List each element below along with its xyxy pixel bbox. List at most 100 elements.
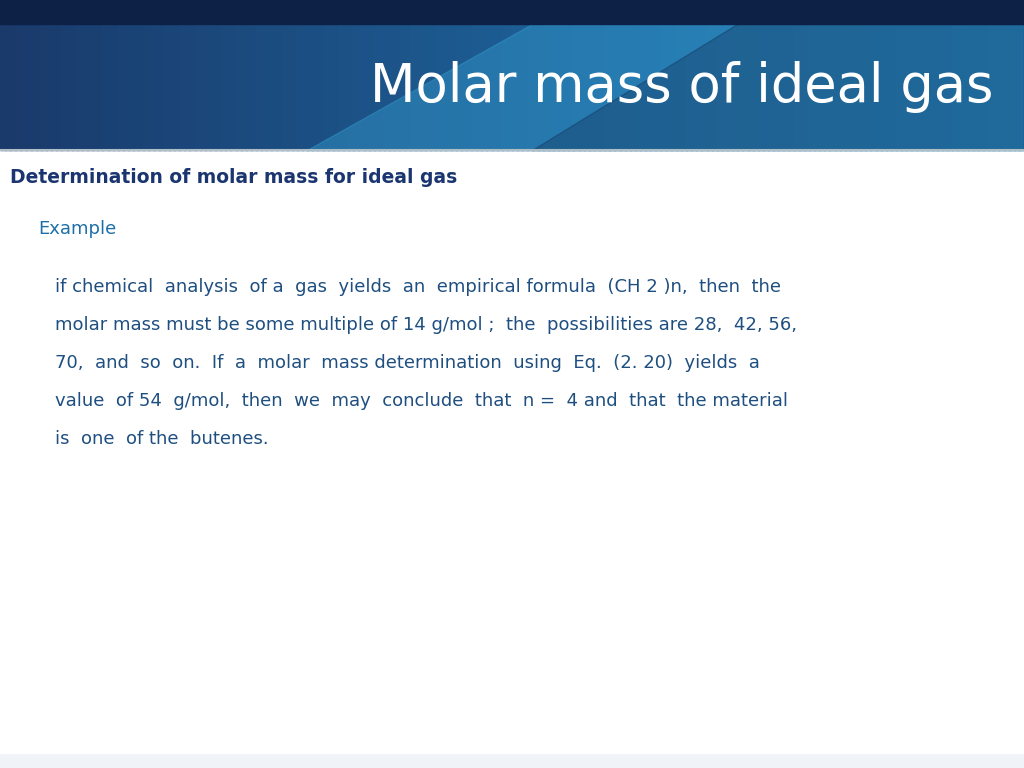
Bar: [389, 24, 395, 150]
Bar: [973, 24, 979, 150]
Bar: [297, 24, 303, 150]
Bar: [1019, 24, 1024, 150]
Bar: [957, 24, 964, 150]
Bar: [635, 24, 641, 150]
Bar: [404, 24, 411, 150]
Bar: [758, 24, 764, 150]
Bar: [548, 24, 554, 150]
Bar: [737, 24, 743, 150]
Bar: [215, 24, 221, 150]
Bar: [594, 24, 600, 150]
Bar: [353, 24, 359, 150]
Bar: [835, 24, 841, 150]
Bar: [681, 24, 687, 150]
Bar: [10, 24, 16, 150]
Bar: [338, 24, 344, 150]
Bar: [532, 24, 539, 150]
Bar: [701, 24, 708, 150]
Bar: [256, 24, 262, 150]
Bar: [97, 24, 103, 150]
Bar: [963, 24, 969, 150]
Bar: [82, 24, 88, 150]
Text: Molar mass of ideal gas: Molar mass of ideal gas: [370, 61, 993, 113]
Bar: [768, 24, 774, 150]
Bar: [901, 24, 907, 150]
Bar: [15, 24, 22, 150]
Polygon shape: [307, 24, 1024, 150]
Bar: [819, 24, 825, 150]
Bar: [230, 24, 237, 150]
Bar: [952, 24, 958, 150]
Bar: [184, 24, 190, 150]
Bar: [195, 24, 201, 150]
Bar: [133, 24, 139, 150]
Bar: [794, 24, 800, 150]
Bar: [660, 24, 667, 150]
Text: is  one  of the  butenes.: is one of the butenes.: [55, 430, 268, 448]
Bar: [384, 24, 390, 150]
Bar: [589, 24, 595, 150]
Bar: [707, 24, 713, 150]
Bar: [850, 24, 856, 150]
Bar: [430, 24, 436, 150]
Bar: [246, 24, 252, 150]
Bar: [307, 24, 313, 150]
Bar: [645, 24, 651, 150]
Bar: [881, 24, 887, 150]
Bar: [865, 24, 871, 150]
Bar: [911, 24, 918, 150]
Bar: [748, 24, 754, 150]
Bar: [169, 24, 175, 150]
Bar: [302, 24, 308, 150]
Text: 70,  and  so  on.  If  a  molar  mass determination  using  Eq.  (2. 20)  yields: 70, and so on. If a molar mass determina…: [55, 354, 760, 372]
Bar: [604, 24, 610, 150]
Bar: [154, 24, 160, 150]
Bar: [512, 24, 518, 150]
Bar: [568, 24, 574, 150]
Bar: [369, 24, 375, 150]
Bar: [845, 24, 851, 150]
Bar: [241, 24, 247, 150]
Bar: [640, 24, 646, 150]
Bar: [225, 24, 231, 150]
Bar: [343, 24, 349, 150]
Text: Determination of molar mass for ideal gas: Determination of molar mass for ideal ga…: [10, 168, 458, 187]
Bar: [978, 24, 984, 150]
Bar: [210, 24, 216, 150]
Bar: [5, 24, 11, 150]
Bar: [0, 150, 1024, 753]
Bar: [983, 24, 989, 150]
Bar: [456, 24, 462, 150]
Bar: [527, 24, 534, 150]
Bar: [379, 24, 385, 150]
Bar: [143, 24, 150, 150]
Bar: [251, 24, 257, 150]
Bar: [809, 24, 815, 150]
Bar: [481, 24, 487, 150]
Bar: [584, 24, 590, 150]
Bar: [620, 24, 626, 150]
Bar: [200, 24, 206, 150]
Bar: [1009, 24, 1015, 150]
Bar: [763, 24, 769, 150]
Bar: [860, 24, 866, 150]
Bar: [671, 24, 677, 150]
Bar: [630, 24, 636, 150]
Bar: [942, 24, 948, 150]
Bar: [804, 24, 810, 150]
Bar: [31, 24, 37, 150]
Bar: [753, 24, 759, 150]
Bar: [614, 24, 621, 150]
Bar: [26, 24, 32, 150]
Bar: [517, 24, 523, 150]
Bar: [51, 24, 57, 150]
Bar: [67, 24, 73, 150]
Bar: [476, 24, 482, 150]
Bar: [783, 24, 790, 150]
Bar: [732, 24, 738, 150]
Bar: [922, 24, 928, 150]
Bar: [937, 24, 943, 150]
Bar: [292, 24, 298, 150]
Bar: [0, 24, 6, 150]
Bar: [742, 24, 749, 150]
